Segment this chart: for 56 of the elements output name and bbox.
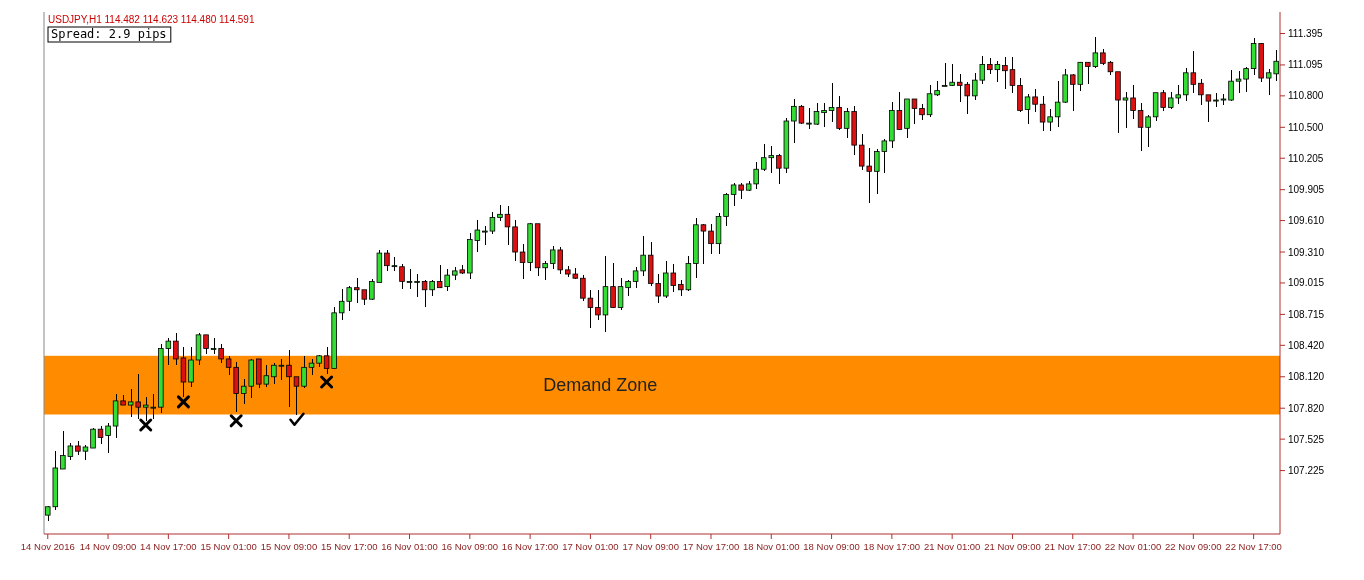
y-tick-label: 111.095 — [1288, 59, 1324, 71]
x-tick-label: 16 Nov 01:00 — [381, 541, 438, 552]
x-tick-label: 18 Nov 17:00 — [863, 541, 921, 552]
chart-title: USDJPY,H1 114.482 114.623 114.480 114.591 — [48, 14, 255, 25]
y-tick-label: 109.310 — [1288, 246, 1325, 258]
y-tick-label: 107.525 — [1288, 433, 1325, 445]
candlestick — [1122, 91, 1129, 129]
x-tick-label: 18 Nov 01:00 — [743, 541, 800, 552]
candlestick — [708, 223, 714, 255]
y-tick-label: 107.225 — [1288, 465, 1325, 477]
point — [139, 418, 153, 432]
candlestick — [1130, 84, 1136, 120]
x-tick-label: 17 Nov 17:00 — [682, 541, 740, 552]
candlestick — [399, 263, 405, 290]
candlestick — [1228, 69, 1234, 102]
point — [229, 414, 243, 428]
candlestick — [821, 102, 827, 128]
x-tick-label: 16 Nov 17:00 — [501, 541, 559, 552]
candlestick — [806, 107, 812, 130]
point — [176, 395, 190, 409]
annotation: Spread: 2.9 pips — [51, 27, 167, 41]
y-tick-label: 108.120 — [1288, 371, 1325, 383]
y-tick-label: 110.205 — [1288, 152, 1324, 164]
y-tick-label: 108.715 — [1288, 308, 1325, 320]
band-label: Demand Zone — [543, 375, 658, 396]
x-tick-label: 14 Nov 2016 — [20, 541, 75, 552]
y-tick-label: 111.395 — [1288, 27, 1324, 39]
candlestick — [610, 262, 616, 309]
candlestick — [90, 427, 96, 449]
candlestick — [504, 205, 511, 246]
x-tick-label: 21 Nov 01:00 — [923, 541, 981, 552]
point — [320, 375, 334, 389]
y-tick-label: 107.820 — [1288, 402, 1325, 414]
x-tick-label: 14 Nov 09:00 — [79, 541, 137, 552]
y-tick-label: 108.420 — [1288, 339, 1325, 351]
x-tick-label: 16 Nov 09:00 — [441, 541, 499, 552]
x-tick-label: 17 Nov 01:00 — [562, 541, 619, 552]
x-tick-label: 22 Nov 01:00 — [1104, 541, 1162, 552]
x-tick-label: 21 Nov 17:00 — [1044, 541, 1101, 552]
y-tick-label: 110.800 — [1288, 90, 1324, 102]
y-tick-label: 109.015 — [1288, 277, 1325, 289]
x-tick-label: 15 Nov 01:00 — [200, 541, 257, 552]
candlestick — [203, 334, 209, 355]
x-tick-label: 22 Nov 17:00 — [1225, 541, 1282, 552]
y-tick-label: 110.500 — [1288, 121, 1324, 133]
x-tick-label: 15 Nov 09:00 — [260, 541, 318, 552]
x-tick-label: 21 Nov 09:00 — [984, 541, 1041, 552]
y-tick-label: 109.905 — [1288, 184, 1325, 196]
x-tick-label: 17 Nov 09:00 — [622, 541, 679, 552]
x-tick-label: 18 Nov 09:00 — [803, 541, 860, 552]
candlestick — [188, 346, 194, 388]
x-tick-label: 22 Nov 09:00 — [1165, 541, 1222, 552]
candlestick — [301, 355, 307, 389]
y-tick-label: 109.610 — [1288, 215, 1325, 227]
x-tick-label: 14 Nov 17:00 — [140, 541, 197, 552]
x-tick-label: 15 Nov 17:00 — [320, 541, 378, 552]
